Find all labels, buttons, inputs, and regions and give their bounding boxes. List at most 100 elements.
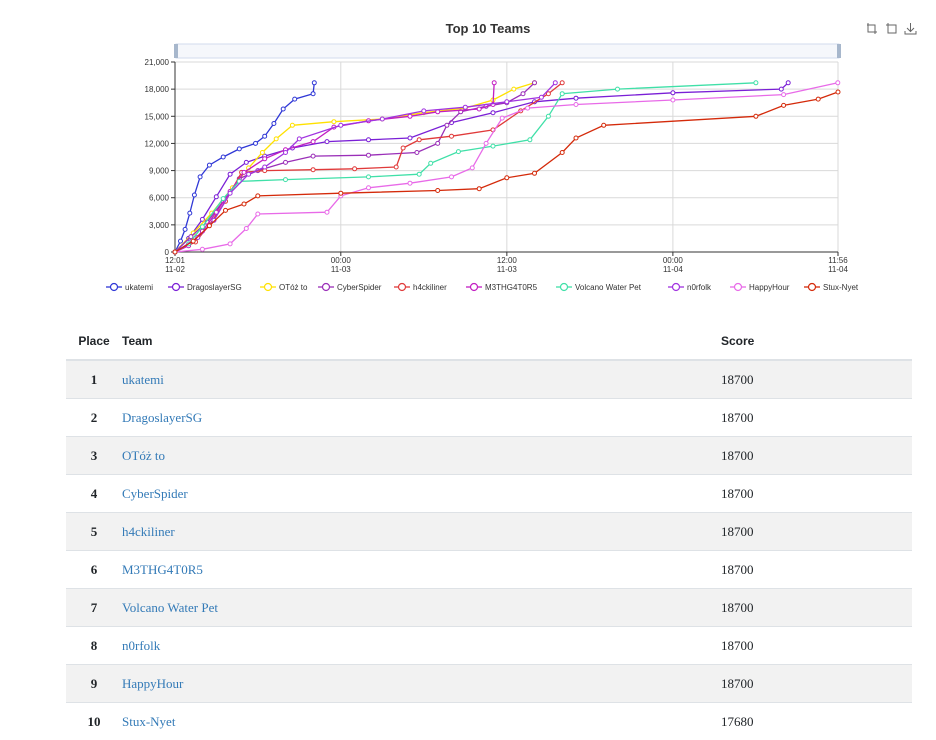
data-point xyxy=(574,96,578,100)
legend-marker xyxy=(471,284,478,291)
data-point xyxy=(367,138,371,142)
place-cell: 8 xyxy=(66,627,122,665)
data-point xyxy=(263,157,267,161)
place-cell: 6 xyxy=(66,551,122,589)
team-link[interactable]: n0rfolk xyxy=(122,638,160,653)
zoom-handle-left[interactable] xyxy=(174,44,178,58)
score-cell: 18700 xyxy=(721,399,912,437)
data-point xyxy=(533,171,537,175)
score-cell: 18700 xyxy=(721,551,912,589)
score-cell: 18700 xyxy=(721,665,912,703)
legend-item[interactable]: n0rfolk xyxy=(668,283,712,292)
zoom-handle-right[interactable] xyxy=(837,44,841,58)
team-cell: Stux-Nyet xyxy=(122,703,721,740)
legend-item[interactable]: CyberSpider xyxy=(318,283,382,292)
y-tick-label: 15,000 xyxy=(145,112,170,121)
legend-item[interactable]: OTóż to xyxy=(260,283,308,292)
data-point xyxy=(242,170,246,174)
data-point xyxy=(450,134,454,138)
data-point xyxy=(754,114,758,118)
y-tick-label: 21,000 xyxy=(145,58,170,67)
data-point xyxy=(325,140,329,144)
data-point xyxy=(401,146,405,150)
data-point xyxy=(237,147,241,151)
score-cell: 18700 xyxy=(721,437,912,475)
data-point xyxy=(417,138,421,142)
legend-marker xyxy=(265,284,272,291)
data-point xyxy=(500,116,504,120)
data-point xyxy=(353,167,357,171)
team-link[interactable]: ukatemi xyxy=(122,372,164,387)
team-link[interactable]: Stux-Nyet xyxy=(122,714,175,729)
y-tick-label: 9,000 xyxy=(149,167,170,176)
data-point xyxy=(408,114,412,118)
team-link[interactable]: CyberSpider xyxy=(122,486,188,501)
team-link[interactable]: Volcano Water Pet xyxy=(122,600,218,615)
score-chart: Top 10 Teams 03,0006,0009,00012,00015,00… xyxy=(0,0,936,300)
table-header-row: Place Team Score xyxy=(66,322,912,360)
data-point xyxy=(228,242,232,246)
data-point xyxy=(786,81,790,85)
y-tick-label: 18,000 xyxy=(145,85,170,94)
legend-item[interactable]: Stux-Nyet xyxy=(804,283,859,292)
data-point xyxy=(526,106,530,110)
data-point xyxy=(417,172,421,176)
data-point xyxy=(754,81,758,85)
data-point xyxy=(779,87,783,91)
x-tick-label-line: 12:00 xyxy=(497,256,518,265)
data-point xyxy=(224,208,228,212)
data-point xyxy=(492,81,496,85)
x-tick-label-line: 00:00 xyxy=(663,256,684,265)
data-point xyxy=(244,160,248,164)
legend-item[interactable]: h4ckiliner xyxy=(394,283,447,292)
team-link[interactable]: DragoslayerSG xyxy=(122,410,202,425)
data-point xyxy=(505,176,509,180)
y-tick-label: 3,000 xyxy=(149,221,170,230)
chart-legend[interactable]: ukatemi DragoslayerSG OTóż to CyberSpider h4… xyxy=(106,283,859,292)
team-link[interactable]: HappyHour xyxy=(122,676,183,691)
legend-item[interactable]: HappyHour xyxy=(730,283,790,292)
data-point xyxy=(284,178,288,182)
team-link[interactable]: M3THG4T0R5 xyxy=(122,562,203,577)
place-cell: 1 xyxy=(66,360,122,399)
data-point xyxy=(189,235,193,239)
data-point xyxy=(782,93,786,97)
data-point xyxy=(560,92,564,96)
data-point xyxy=(436,141,440,145)
zoom-icon[interactable] xyxy=(866,22,879,35)
legend-item[interactable]: DragoslayerSG xyxy=(168,283,242,292)
y-tick-label: 12,000 xyxy=(145,139,170,148)
score-cell: 18700 xyxy=(721,360,912,399)
legend-item[interactable]: M3THG4T0R5 xyxy=(466,283,538,292)
data-point xyxy=(214,195,218,199)
data-point xyxy=(394,165,398,169)
data-point xyxy=(450,175,454,179)
data-point xyxy=(284,160,288,164)
data-point xyxy=(339,123,343,127)
data-point xyxy=(553,81,557,85)
download-icon[interactable] xyxy=(904,22,917,35)
legend-item[interactable]: ukatemi xyxy=(106,283,153,292)
team-link[interactable]: h4ckiliner xyxy=(122,524,175,539)
data-zoom-slider[interactable] xyxy=(174,44,841,58)
data-point xyxy=(260,151,264,155)
legend-item[interactable]: Volcano Water Pet xyxy=(556,283,642,292)
data-point xyxy=(505,100,509,104)
score-cell: 18700 xyxy=(721,475,912,513)
x-tick-label-line: 12:01 xyxy=(165,256,186,265)
data-point xyxy=(311,140,315,144)
data-point xyxy=(192,193,196,197)
data-point xyxy=(574,103,578,107)
team-link[interactable]: OTóż to xyxy=(122,448,165,463)
zoom-reset-icon[interactable] xyxy=(885,22,898,35)
data-point xyxy=(546,114,550,118)
legend-label: n0rfolk xyxy=(687,283,712,292)
series-line xyxy=(175,83,314,252)
data-point xyxy=(272,122,276,126)
data-point xyxy=(274,137,278,141)
x-tick-label-line: 11-03 xyxy=(497,265,517,274)
